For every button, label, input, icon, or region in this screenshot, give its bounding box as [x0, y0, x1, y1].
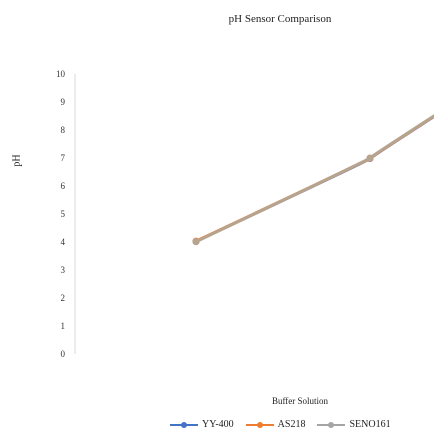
y-tick-label: 5: [61, 209, 66, 219]
y-tick-label: 9: [61, 97, 66, 107]
y-tick-label: 8: [61, 125, 66, 135]
data-point-seno161-1: [366, 154, 374, 162]
y-tick-label: 3: [61, 265, 66, 275]
legend-swatch: [245, 420, 274, 430]
legend-swatch: [170, 420, 198, 430]
series-line-as218: [194, 114, 434, 243]
legend-label: SENO161: [349, 419, 391, 430]
legend: YY-400 AS218 SENO161: [170, 419, 391, 430]
legend-swatch: [317, 420, 346, 430]
x-axis-label: Buffer Solution: [271, 396, 329, 406]
legend-item: AS218: [245, 419, 306, 430]
y-tick-label: 4: [61, 237, 66, 247]
legend-item: YY-400: [170, 419, 234, 430]
y-tick-label: 0: [61, 349, 66, 359]
legend-item: SENO161: [317, 419, 391, 430]
y-tick-label: 10: [56, 69, 66, 79]
legend-label: YY-400: [202, 419, 234, 430]
y-tick-label: 1: [61, 321, 66, 331]
y-tick-label: 7: [61, 153, 66, 163]
series-line-yy-400: [194, 114, 434, 243]
y-tick-label: 2: [61, 293, 66, 303]
data-point-seno161-0: [192, 238, 200, 246]
legend-label: AS218: [277, 419, 306, 430]
chart-title: pH Sensor Comparison: [228, 13, 332, 25]
y-tick-label: 6: [61, 181, 66, 191]
series-line-seno161: [194, 114, 434, 244]
